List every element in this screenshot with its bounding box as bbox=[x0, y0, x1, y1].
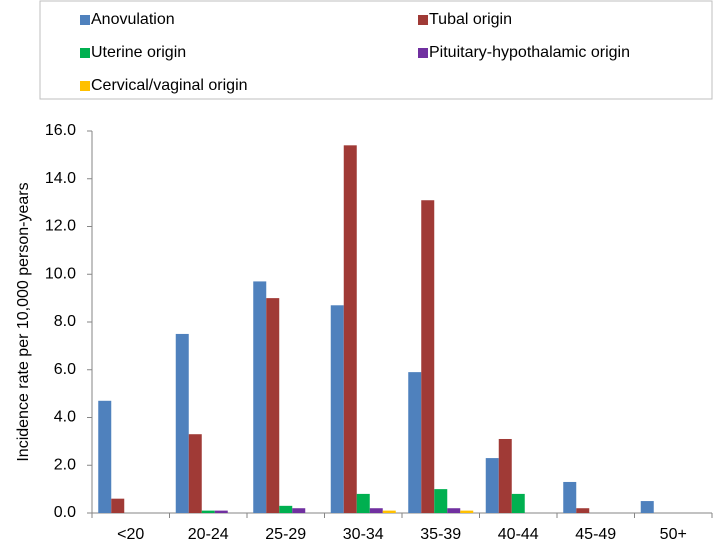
bar bbox=[447, 508, 461, 513]
legend-label: Cervical/vaginal origin bbox=[91, 77, 248, 94]
legend-swatch bbox=[80, 81, 90, 91]
y-tick-label: 6.0 bbox=[54, 361, 76, 378]
x-tick-label: 25-29 bbox=[265, 526, 306, 543]
bar bbox=[343, 145, 357, 513]
y-tick-label: 4.0 bbox=[54, 409, 76, 426]
y-axis-label: Incidence rate per 10,000 person-years bbox=[15, 182, 32, 461]
bar bbox=[201, 510, 215, 513]
bar bbox=[266, 298, 280, 513]
bar bbox=[498, 438, 512, 513]
bar bbox=[369, 508, 383, 513]
legend-label: Tubal origin bbox=[429, 11, 512, 28]
bar bbox=[330, 305, 344, 513]
legend-label: Anovulation bbox=[91, 11, 175, 28]
bar bbox=[640, 501, 654, 513]
y-tick-label: 12.0 bbox=[45, 218, 76, 235]
bar bbox=[576, 508, 590, 513]
legend-swatch bbox=[80, 15, 90, 25]
y-tick-label: 0.0 bbox=[54, 504, 76, 521]
x-tick-label: 50+ bbox=[660, 526, 687, 543]
bar bbox=[408, 372, 422, 513]
y-tick-label: 2.0 bbox=[54, 456, 76, 473]
legend-swatch bbox=[418, 48, 428, 58]
bar bbox=[111, 498, 125, 513]
legend-swatch bbox=[80, 48, 90, 58]
bar bbox=[511, 493, 525, 513]
y-tick-label: 16.0 bbox=[45, 122, 76, 139]
x-tick-label: 40-44 bbox=[498, 526, 539, 543]
bar bbox=[356, 493, 370, 513]
bar bbox=[188, 434, 202, 513]
legend-swatch bbox=[418, 15, 428, 25]
bar bbox=[485, 458, 499, 513]
bar bbox=[292, 508, 306, 513]
y-tick-label: 8.0 bbox=[54, 313, 76, 330]
bar bbox=[382, 510, 396, 513]
bar bbox=[98, 400, 112, 513]
x-tick-label: <20 bbox=[117, 526, 144, 543]
legend-label: Uterine origin bbox=[91, 44, 186, 61]
bar bbox=[421, 200, 435, 514]
bar bbox=[175, 333, 189, 513]
y-tick-label: 10.0 bbox=[45, 265, 76, 282]
x-tick-label: 35-39 bbox=[420, 526, 461, 543]
x-tick-label: 20-24 bbox=[188, 526, 229, 543]
x-tick-label: 45-49 bbox=[575, 526, 616, 543]
bar bbox=[434, 489, 448, 513]
x-tick-label: 30-34 bbox=[343, 526, 384, 543]
bar bbox=[563, 481, 577, 513]
bar bbox=[460, 510, 474, 513]
bar bbox=[279, 505, 293, 513]
bar bbox=[253, 281, 267, 513]
legend-label: Pituitary-hypothalamic origin bbox=[429, 44, 630, 61]
bar bbox=[214, 510, 228, 513]
y-tick-label: 14.0 bbox=[45, 170, 76, 187]
legend-box bbox=[39, 0, 713, 100]
